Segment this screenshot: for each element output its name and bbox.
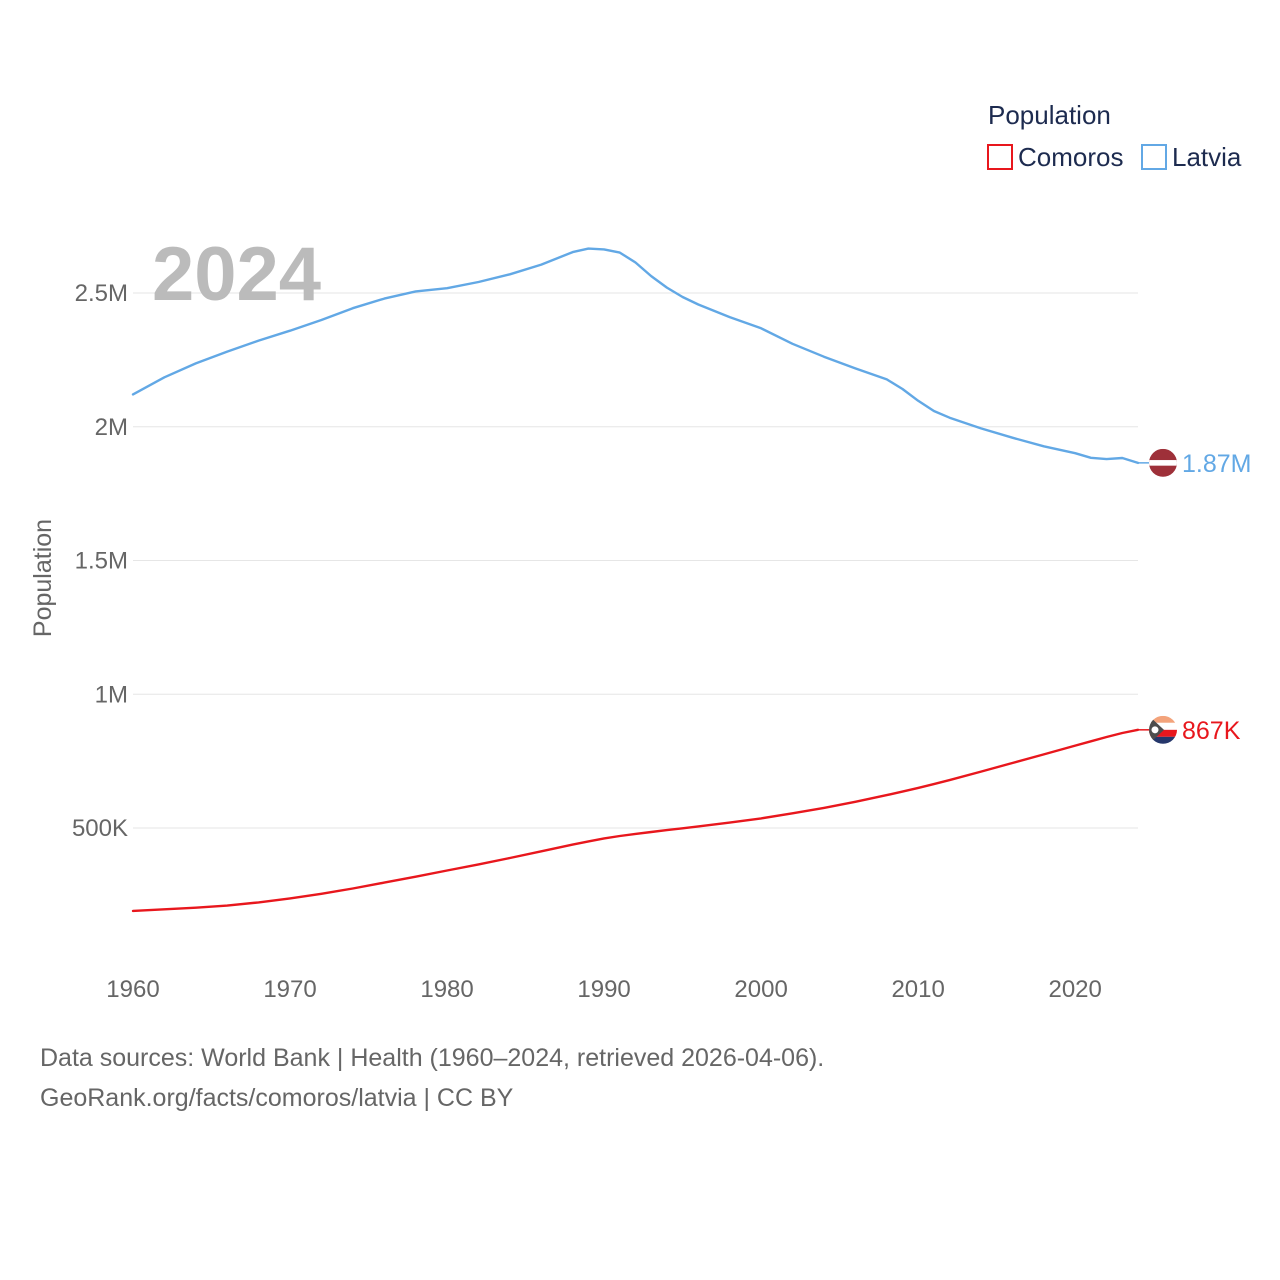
flag-icon-comoros (1149, 715, 1177, 744)
flag-body (1149, 715, 1177, 744)
x-axis: 1960 1970 1980 1990 2000 2010 2020 (106, 976, 1102, 1003)
source-line: Data sources: World Bank | Health (1960–… (40, 1044, 825, 1072)
end-label-comoros: 867K (1182, 717, 1241, 745)
legend-item-comoros[interactable]: Comoros (987, 142, 1123, 172)
year-label: 2024 (152, 232, 321, 317)
flag-body (1149, 448, 1177, 477)
flag-stripe (1149, 715, 1177, 723)
flag-stripe (1149, 736, 1177, 744)
end-markers: 867K 1.87M (1138, 448, 1251, 745)
y-axis: 500K 1M 1.5M 2M 2.5M (72, 280, 128, 842)
flag-stripe (1149, 460, 1177, 466)
y-tick-label: 1M (95, 681, 128, 708)
gridlines (133, 292, 1138, 829)
legend: Population Comoros Latvia (987, 100, 1242, 172)
x-tick-label: 2020 (1048, 976, 1101, 1003)
series-line-comoros (131, 728, 1140, 913)
flag-crescent (1151, 726, 1159, 734)
y-tick-label: 2M (95, 414, 128, 441)
series-line-latvia (131, 247, 1140, 465)
series-group (131, 247, 1140, 913)
y-tick-label: 2.5M (75, 280, 128, 307)
x-tick-label: 2000 (734, 976, 787, 1003)
flag-stripe (1149, 722, 1177, 730)
x-tick-label: 2010 (891, 976, 944, 1003)
legend-title: Population (988, 100, 1111, 130)
x-tick-label: 1970 (263, 976, 316, 1003)
flag-icon-latvia (1149, 448, 1177, 477)
x-tick-label: 1990 (577, 976, 630, 1003)
end-label-latvia: 1.87M (1182, 450, 1251, 478)
legend-label-comoros: Comoros (1018, 142, 1123, 172)
legend-item-latvia[interactable]: Latvia (1141, 142, 1242, 172)
y-tick-label: 1.5M (75, 548, 128, 575)
y-axis-title: Population (29, 519, 57, 637)
y-tick-label: 500K (72, 815, 128, 842)
legend-swatch-latvia (1141, 144, 1167, 170)
source-link[interactable]: GeoRank.org/facts/comoros/latvia | CC BY (40, 1084, 514, 1112)
legend-swatch-comoros (987, 144, 1013, 170)
x-tick-label: 1960 (106, 976, 159, 1003)
flag-stripe (1149, 729, 1177, 737)
legend-label-latvia: Latvia (1172, 142, 1242, 172)
x-tick-label: 1980 (420, 976, 473, 1003)
chart: 2024 500K 1M 1.5M 2M 2.5M 1960 1970 1980 1990 20… (29, 100, 1251, 1003)
